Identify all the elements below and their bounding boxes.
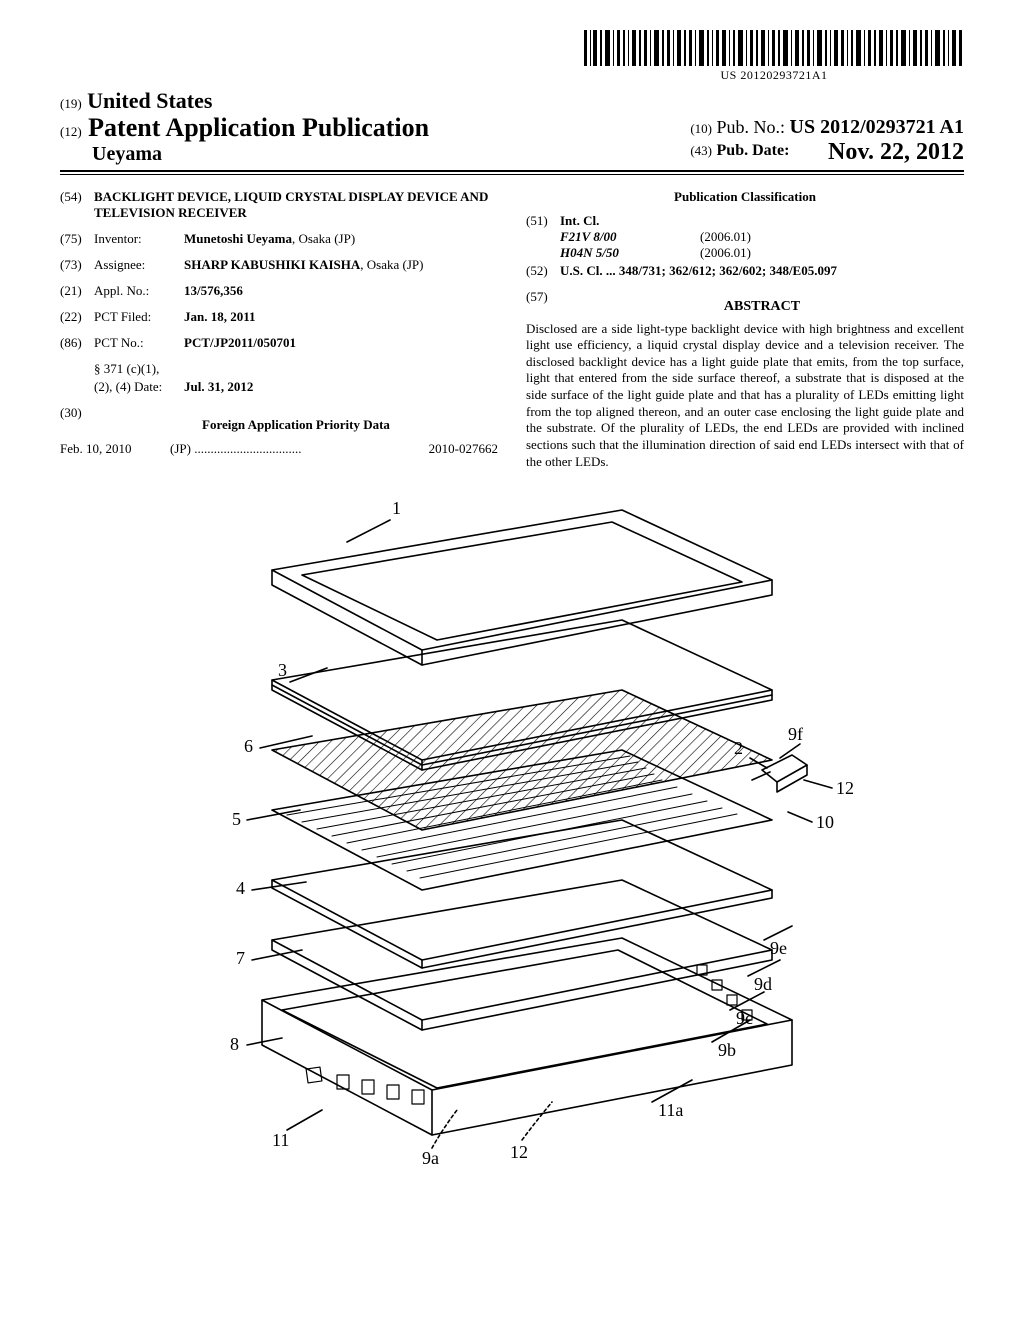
field-pctfiled: (22) PCT Filed: Jan. 18, 2011	[60, 309, 498, 325]
title-value: BACKLIGHT DEVICE, LIQUID CRYSTAL DISPLAY…	[94, 189, 498, 222]
pubdate-code: (43)	[690, 143, 712, 158]
country: United States	[87, 88, 212, 113]
header-rule	[60, 174, 964, 175]
assignee-num: (73)	[60, 257, 94, 273]
fig-label-9c: 9c	[736, 1008, 753, 1028]
field-assignee: (73) Assignee: SHARP KABUSHIKI KAISHA, O…	[60, 257, 498, 273]
pubno: US 2012/0293721 A1	[790, 116, 964, 138]
pctno-num: (86)	[60, 335, 94, 351]
barcode: US 20120293721A1	[584, 30, 964, 83]
assignee-loc: , Osaka (JP)	[360, 257, 423, 272]
s371-label1: § 371 (c)(1),	[94, 361, 184, 377]
field-intcl: (51) Int. Cl. F21V 8/00 (2006.01) H04N 5…	[526, 213, 964, 261]
pctfiled-num: (22)	[60, 309, 94, 325]
intcl-code: H04N 5/50	[560, 245, 700, 261]
fig-label-8: 8	[230, 1034, 239, 1054]
field-inventor: (75) Inventor: Munetoshi Ueyama, Osaka (…	[60, 231, 498, 247]
fig-label-12t: 12	[836, 778, 854, 798]
abstract-num: (57)	[526, 289, 560, 321]
fig-label-2: 2	[734, 738, 743, 758]
field-applno: (21) Appl. No.: 13/576,356	[60, 283, 498, 299]
fig-label-7: 7	[236, 948, 245, 968]
fig-label-1: 1	[392, 498, 401, 518]
intcl-row: H04N 5/50 (2006.01)	[560, 245, 964, 261]
foreign-country: (JP) .................................	[170, 441, 429, 457]
kind-code: (12)	[60, 124, 82, 139]
inventor-value: Munetoshi Ueyama	[184, 231, 292, 246]
pctfiled-value: Jan. 18, 2011	[184, 309, 498, 325]
biblio: (54) BACKLIGHT DEVICE, LIQUID CRYSTAL DI…	[60, 189, 964, 471]
fig-label-5: 5	[232, 809, 241, 829]
foreign-date: Feb. 10, 2010	[60, 441, 170, 457]
uscl-label: U.S. Cl.	[560, 263, 603, 278]
title-num: (54)	[60, 189, 94, 222]
applno-num: (21)	[60, 283, 94, 299]
assignee-label: Assignee:	[94, 257, 184, 273]
inventor-num: (75)	[60, 231, 94, 247]
applicant-name: Ueyama	[60, 143, 429, 166]
fig-label-9e: 9e	[770, 938, 787, 958]
field-pctno: (86) PCT No.: PCT/JP2011/050701	[60, 335, 498, 351]
inventor-label: Inventor:	[94, 231, 184, 247]
pubdate-label: Pub. Date:	[717, 142, 790, 159]
field-foreign: (30) Foreign Application Priority Data F…	[60, 405, 498, 457]
fig-label-9f: 9f	[788, 724, 803, 744]
intcl-row: F21V 8/00 (2006.01)	[560, 229, 964, 245]
inventor-loc: , Osaka (JP)	[292, 231, 355, 246]
applno-value: 13/576,356	[184, 283, 498, 299]
s371-value: Jul. 31, 2012	[184, 379, 498, 395]
header: (19) United States (12) Patent Applicati…	[60, 88, 964, 172]
field-title: (54) BACKLIGHT DEVICE, LIQUID CRYSTAL DI…	[60, 189, 498, 222]
fig-label-3: 3	[278, 660, 287, 680]
pubclass-heading: Publication Classification	[526, 189, 964, 205]
barcode-number: US 20120293721A1	[584, 68, 964, 83]
pubdate: Nov. 22, 2012	[828, 139, 964, 166]
applno-label: Appl. No.:	[94, 283, 184, 299]
s371-label2: (2), (4) Date:	[94, 379, 184, 395]
pubno-label: Pub. No.:	[717, 117, 786, 137]
fig-label-11: 11	[272, 1130, 289, 1150]
kind: Patent Application Publication	[88, 113, 429, 142]
barcode-region: US 20120293721A1	[60, 30, 964, 84]
foreign-num: (30)	[60, 405, 94, 441]
fig-label-9a: 9a	[422, 1148, 439, 1168]
biblio-left: (54) BACKLIGHT DEVICE, LIQUID CRYSTAL DI…	[60, 189, 498, 471]
abstract-text: Disclosed are a side light-type backligh…	[526, 321, 964, 471]
fig-label-9b: 9b	[718, 1040, 736, 1060]
pctfiled-label: PCT Filed:	[94, 309, 184, 325]
fig-label-9d: 9d	[754, 974, 772, 994]
intcl-ver: (2006.01)	[700, 245, 751, 261]
field-uscl: (52) U.S. Cl. ... 348/731; 362/612; 362/…	[526, 263, 964, 279]
fig-label-10: 10	[816, 812, 834, 832]
country-code: (19)	[60, 96, 82, 111]
intcl-label: Int. Cl.	[560, 213, 599, 228]
pubno-code: (10)	[690, 121, 712, 136]
foreign-heading: Foreign Application Priority Data	[94, 417, 498, 433]
foreign-number: 2010-027662	[429, 441, 498, 457]
intcl-num: (51)	[526, 213, 560, 261]
fig-label-12b: 12	[510, 1142, 528, 1162]
fig-label-4: 4	[236, 878, 245, 898]
pctno-value: PCT/JP2011/050701	[184, 335, 498, 351]
intcl-ver: (2006.01)	[700, 229, 751, 245]
fig-label-6: 6	[244, 736, 253, 756]
uscl-value: ... 348/731; 362/612; 362/602; 348/E05.0…	[603, 263, 837, 278]
biblio-right: Publication Classification (51) Int. Cl.…	[526, 189, 964, 471]
assignee-value: SHARP KABUSHIKI KAISHA	[184, 257, 360, 272]
abstract-heading: ABSTRACT	[560, 299, 964, 315]
intcl-code: F21V 8/00	[560, 229, 700, 245]
pctno-label: PCT No.:	[94, 335, 184, 351]
figure: 1 3 6 5 4 7 8 11 9a 12 11a 9b 9c 9d 9e 1…	[60, 490, 964, 1175]
field-s371a: § 371 (c)(1),	[60, 361, 498, 377]
header-right: (10) Pub. No.: US 2012/0293721 A1 (43) P…	[690, 116, 964, 166]
fig-label-11a: 11a	[658, 1100, 683, 1120]
field-abstract-head: (57) ABSTRACT	[526, 289, 964, 321]
header-left: (19) United States (12) Patent Applicati…	[60, 88, 429, 166]
field-s371b: (2), (4) Date: Jul. 31, 2012	[60, 379, 498, 395]
uscl-num: (52)	[526, 263, 560, 279]
